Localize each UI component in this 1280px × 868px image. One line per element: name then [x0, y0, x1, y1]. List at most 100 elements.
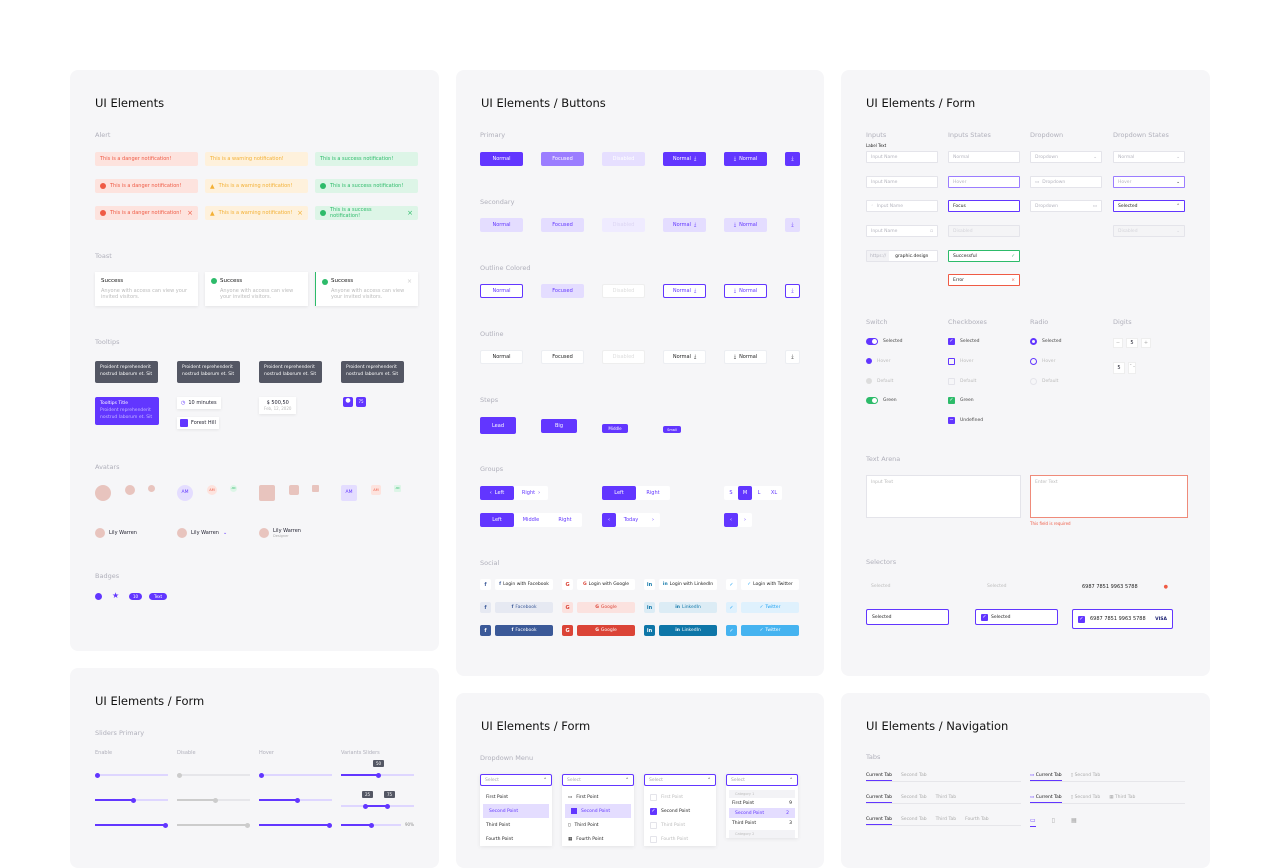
menu-item[interactable]: Fourth Point [486, 836, 514, 842]
document-icon[interactable]: ▯ [1051, 817, 1055, 824]
menu-item[interactable]: Third Point [486, 822, 511, 828]
selector-active[interactable]: Selected [866, 609, 949, 625]
dropdown-selected[interactable]: Selected ⌃ [1113, 200, 1185, 212]
right-button[interactable]: Right [558, 517, 572, 523]
input-field[interactable]: Input Name [866, 176, 938, 188]
download-normal-button[interactable]: ⤓ Normal [724, 152, 767, 166]
right-button[interactable]: Right [646, 490, 660, 496]
download-icon-button[interactable]: ⤓ [785, 152, 800, 166]
slider-disabled[interactable] [177, 822, 250, 828]
slider-variant[interactable] [341, 772, 414, 778]
left-button[interactable]: Left [602, 486, 636, 500]
input-field-icon-right[interactable]: Input Name ▫ [866, 225, 938, 237]
slider-handle[interactable] [363, 803, 368, 809]
slider-handle[interactable] [369, 822, 374, 828]
tab-current[interactable]: Current Tab [866, 817, 892, 825]
menu-item[interactable]: Third Point 3 [726, 818, 798, 828]
twitter-button[interactable]: ✓ Twitter [741, 602, 799, 613]
linkedin-button[interactable]: in LinkedIn [659, 602, 717, 613]
slider-handle[interactable] [95, 772, 100, 778]
normal-button[interactable]: Normal [480, 284, 523, 298]
building-icon[interactable]: ▦ [1070, 817, 1077, 824]
menu-item-checked[interactable]: ✓ Second Point [644, 804, 716, 818]
slider-handle[interactable] [177, 772, 182, 778]
checkbox-selected[interactable]: ✓ Selected [948, 338, 980, 345]
download-icon-button[interactable]: ⤓ [785, 350, 800, 364]
menu-item[interactable]: ▭ First Point [562, 790, 634, 804]
right-button[interactable]: Right › [514, 486, 548, 500]
next-button[interactable]: › [646, 513, 660, 527]
checkbox-default[interactable]: Default [948, 378, 976, 385]
menu-item-active[interactable]: Second Point [483, 804, 549, 818]
input-field[interactable]: Input Name [866, 151, 938, 163]
tab-current[interactable]: Current Tab [866, 773, 892, 781]
menu-item-active[interactable]: Second Point [565, 804, 631, 818]
slider-disabled[interactable] [177, 797, 250, 803]
input-error[interactable]: Error × [948, 274, 1020, 286]
linkedin-icon[interactable]: in [644, 625, 655, 636]
switch-green[interactable]: Green [866, 397, 897, 404]
google-icon[interactable]: G [562, 625, 573, 636]
switch-selected[interactable]: Selected [866, 338, 903, 345]
slider-hover[interactable] [259, 822, 332, 828]
calendar-icon[interactable]: ▭ [1030, 817, 1036, 827]
switch-default[interactable]: Default [866, 378, 893, 384]
slider-hover[interactable] [259, 797, 332, 803]
download-normal-button[interactable]: ⤓ Normal [724, 218, 767, 232]
slider-handle[interactable] [327, 822, 332, 828]
close-icon[interactable]: × [297, 209, 303, 217]
download-icon-button[interactable]: ⤓ [785, 284, 800, 298]
google-button[interactable]: G Google [577, 602, 635, 613]
radio-default[interactable]: Default [1030, 378, 1058, 385]
dropdown-header[interactable]: Select ⌃ [726, 774, 798, 786]
menu-item[interactable]: First Point [486, 794, 509, 800]
input-normal[interactable]: Normal [948, 151, 1020, 163]
slider-handle[interactable] [213, 797, 218, 803]
big-button[interactable]: Big [541, 419, 577, 433]
tab-second[interactable]: ▯ Second Tab [1071, 795, 1101, 803]
slider-handle[interactable] [295, 797, 300, 803]
small-button[interactable]: Small [663, 426, 681, 433]
normal-download-button[interactable]: Normal ⤓ [663, 152, 706, 166]
dropdown-header[interactable]: Select ⌃ [644, 774, 716, 786]
input-prefix-field[interactable]: https:// graphic.design [866, 250, 938, 262]
twitter-solid-button[interactable]: ✓ Twitter [741, 625, 799, 636]
close-icon[interactable]: × [406, 278, 412, 285]
tab-second[interactable]: Second Tab [900, 817, 927, 822]
facebook-icon[interactable]: f [480, 602, 491, 613]
next-button[interactable]: › [738, 513, 752, 527]
slider-handle[interactable] [245, 822, 250, 828]
login-linkedin-button[interactable]: in Login with LinkedIn [659, 579, 717, 590]
linkedin-icon[interactable]: in [644, 602, 655, 613]
slider-handle[interactable] [131, 797, 136, 803]
spinner-arrows-icon[interactable]: ⌃⌄ [1128, 362, 1136, 374]
card-selector-active[interactable]: ✓ 6987 7851 9963 5788 VISA [1072, 609, 1173, 629]
radio-hover[interactable]: Hover [1030, 358, 1055, 365]
tab-third[interactable]: Third Tab [935, 795, 957, 800]
dropdown-header[interactable]: Select ⌃ [480, 774, 552, 786]
dropdown-header[interactable]: Select ⌃ [562, 774, 634, 786]
size-xl[interactable]: XL [770, 490, 778, 496]
tab-second[interactable]: ▯ Second Tab [1071, 773, 1101, 781]
selector-checkbox-active[interactable]: ✓ Selected [975, 609, 1058, 625]
dropdown[interactable]: Dropdown ⌄ [1030, 151, 1102, 163]
facebook-button[interactable]: f Facebook [495, 602, 553, 613]
dropdown-hover[interactable]: Hover ⌄ [1113, 176, 1185, 188]
twitter-icon[interactable]: ✓ [726, 579, 737, 590]
tab-second[interactable]: Second Tab [900, 795, 927, 800]
focused-button[interactable]: Focused [541, 284, 584, 298]
download-icon-button[interactable]: ⤓ [785, 218, 800, 232]
login-twitter-button[interactable]: ✓ Login with Twitter [741, 579, 799, 590]
slider-handle[interactable] [376, 772, 381, 778]
dropdown-icon[interactable]: ▭ Dropdown [1030, 176, 1102, 188]
slider[interactable] [95, 822, 168, 828]
checkbox-undefined[interactable]: − Undefined [948, 417, 983, 424]
checkbox-hover[interactable]: Hover [948, 358, 973, 365]
normal-button[interactable]: Normal [480, 152, 523, 166]
dropdown-normal[interactable]: Normal ⌄ [1113, 151, 1185, 163]
input-successful[interactable]: Successful ✓ [948, 250, 1020, 262]
input-hover[interactable]: Hover [948, 176, 1020, 188]
login-facebook-button[interactable]: f Login with Facebook [495, 579, 553, 590]
slider[interactable] [95, 772, 168, 778]
google-icon[interactable]: G [562, 602, 573, 613]
